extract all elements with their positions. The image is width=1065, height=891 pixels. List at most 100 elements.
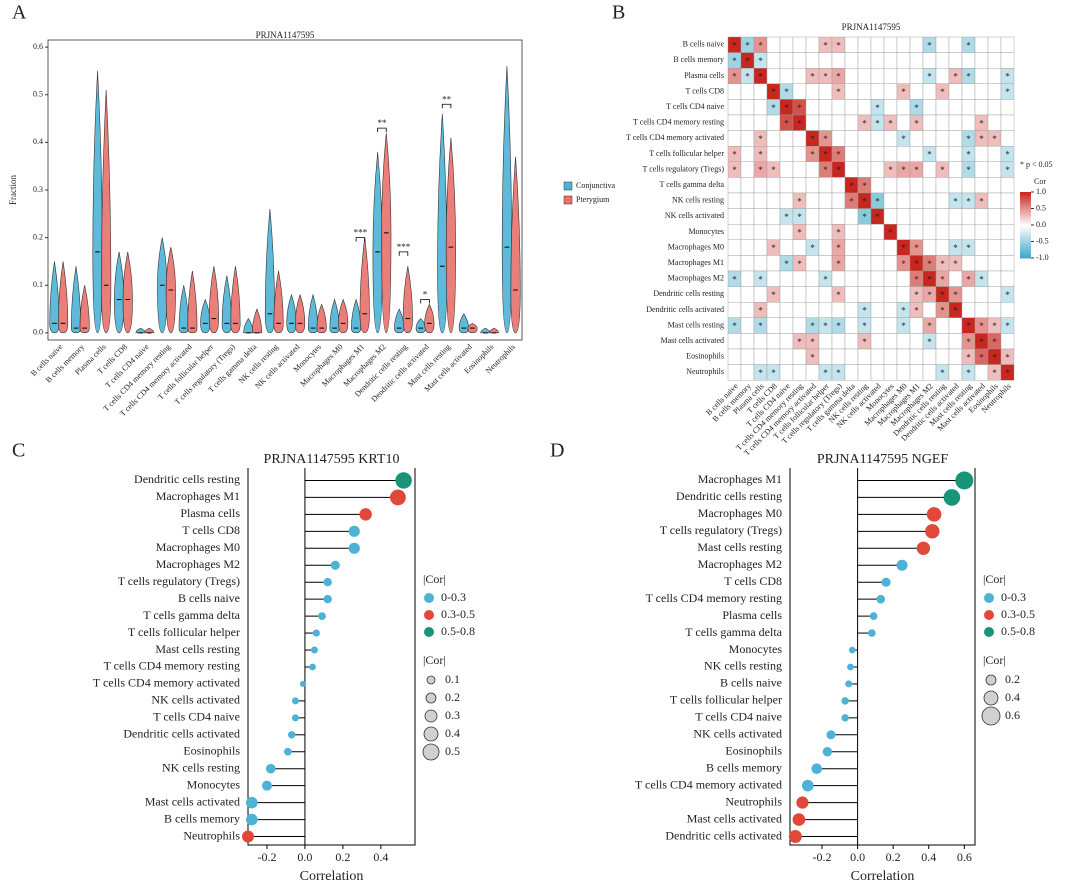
heatmap-cell bbox=[1000, 223, 1015, 240]
significance-star: * bbox=[745, 56, 750, 66]
heatmap-cell bbox=[909, 223, 924, 240]
heatmap-cell bbox=[883, 255, 898, 272]
heatmap-cell bbox=[766, 255, 781, 272]
heatmap-cell bbox=[870, 333, 885, 350]
heatmap-cell bbox=[857, 348, 872, 365]
heatmap-cell bbox=[935, 67, 950, 84]
heatmap-cell bbox=[805, 36, 820, 53]
lollipop-dot bbox=[299, 680, 307, 688]
heatmap-cell bbox=[883, 348, 898, 365]
lollipop-dot bbox=[792, 813, 806, 826]
significance-star: * bbox=[784, 212, 789, 222]
legend-label: 0.3-0.5 bbox=[1001, 607, 1035, 621]
colorbar-step bbox=[1020, 228, 1031, 231]
heatmap-cell bbox=[922, 348, 937, 365]
significance-star: * bbox=[901, 243, 906, 253]
violin bbox=[135, 327, 146, 334]
heatmap-cell bbox=[844, 161, 859, 178]
significance-star: * bbox=[836, 321, 841, 331]
heatmap-cell bbox=[779, 302, 794, 319]
heatmap-cell bbox=[857, 286, 872, 303]
lollipop-dot bbox=[876, 594, 886, 604]
heatmap-cell bbox=[792, 348, 807, 365]
category-label: Macrophages M1 bbox=[156, 489, 240, 503]
row-label: Macrophages M2 bbox=[668, 274, 724, 283]
legend-label: 0.5-0.8 bbox=[1001, 624, 1035, 638]
heatmap-cell bbox=[818, 83, 833, 100]
significance-star: * bbox=[758, 40, 763, 50]
heatmap-cell bbox=[896, 348, 911, 365]
row-label: B cells memory bbox=[673, 55, 724, 64]
heatmap-cell bbox=[1000, 192, 1015, 209]
y-tick-label: 0.2 bbox=[33, 232, 43, 241]
heatmap-cell bbox=[948, 145, 963, 162]
heatmap-cell bbox=[870, 130, 885, 147]
colorbar-step bbox=[1020, 243, 1031, 246]
lollipop-dot bbox=[841, 697, 849, 705]
heatmap-cell bbox=[766, 67, 781, 84]
heatmap-cell bbox=[896, 223, 911, 240]
heatmap-cell bbox=[948, 161, 963, 178]
category-label: T cells regulatory (Tregs) bbox=[660, 523, 782, 537]
heatmap-cell bbox=[792, 161, 807, 178]
lollipop-dot bbox=[801, 779, 814, 792]
heatmap-cell bbox=[831, 192, 846, 209]
lollipop-dot bbox=[291, 697, 299, 705]
significance-star: * bbox=[966, 165, 971, 175]
significance-star: * bbox=[966, 368, 971, 378]
heatmap-cell bbox=[883, 317, 898, 334]
category-label: T cells gamma delta bbox=[685, 625, 782, 639]
significance-star: * bbox=[732, 274, 737, 284]
significance-star: * bbox=[810, 321, 815, 331]
significance-star: * bbox=[862, 181, 867, 191]
heatmap-cell bbox=[987, 52, 1002, 69]
category-label: Eosinophils bbox=[725, 744, 782, 758]
heatmap-cell bbox=[831, 114, 846, 131]
heatmap-cell bbox=[987, 67, 1002, 84]
significance-star: * bbox=[836, 165, 841, 175]
significance-star: * bbox=[979, 321, 984, 331]
heatmap-cell bbox=[818, 302, 833, 319]
heatmap-cell bbox=[883, 286, 898, 303]
heatmap-cell bbox=[870, 177, 885, 194]
heatmap-cell bbox=[818, 99, 833, 116]
x-tick-label: 0.6 bbox=[957, 850, 972, 864]
row-label: T cells follicular helper bbox=[649, 149, 724, 158]
legend-dot bbox=[424, 593, 434, 603]
significance-star: * bbox=[953, 243, 958, 253]
category-label: T cells CD4 memory activated bbox=[93, 676, 240, 690]
size-legend-label: 0.5 bbox=[445, 744, 460, 758]
category-label: T cells regulatory (Tregs) bbox=[118, 574, 240, 588]
lollipop-dot bbox=[242, 830, 254, 843]
significance-star: * bbox=[810, 337, 815, 347]
heatmap-cell bbox=[818, 348, 833, 365]
heatmap-cell bbox=[753, 208, 768, 225]
heatmap-cell bbox=[935, 348, 950, 365]
x-tick-label: 0.4 bbox=[921, 850, 936, 864]
heatmap-cell bbox=[883, 270, 898, 287]
significance-star: * bbox=[758, 321, 763, 331]
heatmap-cell bbox=[792, 317, 807, 334]
heatmap-cell bbox=[870, 67, 885, 84]
heatmap-cell bbox=[753, 333, 768, 350]
violin bbox=[415, 318, 426, 334]
row-label: Monocytes bbox=[688, 227, 724, 236]
heatmap-cell bbox=[805, 255, 820, 272]
heatmap-cell bbox=[883, 52, 898, 69]
significance-star: * bbox=[940, 87, 945, 97]
violin bbox=[295, 293, 306, 334]
heatmap-cell bbox=[922, 114, 937, 131]
significance-star: * bbox=[1005, 321, 1010, 331]
legend-swatch bbox=[563, 195, 573, 205]
heatmap-cell bbox=[857, 52, 872, 69]
heatmap-cell bbox=[935, 208, 950, 225]
significance-star: * bbox=[862, 337, 867, 347]
heatmap-cell bbox=[857, 255, 872, 272]
heatmap-cell bbox=[883, 192, 898, 209]
colorbar-step bbox=[1020, 193, 1031, 196]
heatmap-cell bbox=[948, 333, 963, 350]
significance-star: * bbox=[914, 306, 919, 316]
lollipop-dot bbox=[796, 796, 809, 809]
colorbar-label: -0.5 bbox=[1036, 236, 1049, 245]
significance-star: * bbox=[914, 165, 919, 175]
